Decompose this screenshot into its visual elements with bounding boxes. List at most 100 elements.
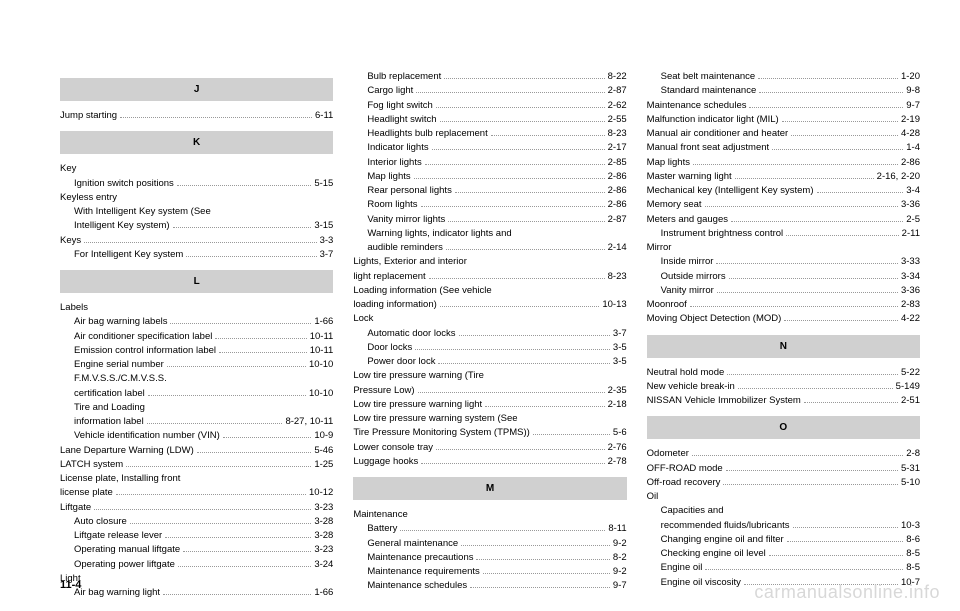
entry-page: 2-18 (608, 398, 627, 412)
index-entry: Memory seat3-36 (647, 198, 920, 212)
entry-label: Headlights bulb replacement (367, 127, 487, 141)
index-entry: Air conditioner specification label10-11 (60, 330, 333, 344)
entry-label: Lock (353, 312, 373, 326)
entry-page: 2-55 (608, 113, 627, 127)
index-entry: F.M.V.S.S./C.M.V.S.S. (60, 372, 333, 386)
leader-dots (418, 385, 605, 393)
entry-label: Low tire pressure warning system (See (353, 412, 517, 426)
leader-dots (470, 581, 610, 589)
entry-page: 2-16, 2-20 (877, 170, 920, 184)
entry-label: LATCH system (60, 458, 123, 472)
index-entry: Automatic door locks3-7 (353, 327, 626, 341)
entry-label: Automatic door locks (367, 327, 455, 341)
entry-label: Manual air conditioner and heater (647, 127, 789, 141)
index-entry: license plate10-12 (60, 486, 333, 500)
index-entry: Keyless entry (60, 191, 333, 205)
entry-page: 5-10 (901, 476, 920, 490)
entry-page: 9-7 (613, 579, 627, 593)
entry-page: 2-51 (901, 394, 920, 408)
leader-dots (723, 477, 898, 485)
entry-page: 3-23 (314, 543, 333, 557)
entry-page: 2-19 (901, 113, 920, 127)
leader-dots (791, 128, 898, 136)
leader-dots (804, 395, 898, 403)
entry-label: Memory seat (647, 198, 702, 212)
index-columns: JJump starting6-11KKeyIgnition switch po… (60, 70, 920, 570)
leader-dots (444, 71, 604, 79)
entry-page: 3-36 (901, 284, 920, 298)
entry-label: Key (60, 162, 76, 176)
entry-label: Headlight switch (367, 113, 436, 127)
index-entry: Map lights2-86 (353, 170, 626, 184)
entry-label: Vanity mirror (661, 284, 714, 298)
index-entry: Meters and gauges2-5 (647, 213, 920, 227)
entry-label: Inside mirror (661, 255, 714, 269)
index-entry: Checking engine oil level8-5 (647, 547, 920, 561)
leader-dots (165, 530, 311, 538)
index-entry: Liftgate3-23 (60, 501, 333, 515)
leader-dots (436, 442, 605, 450)
index-entry: Moonroof2-83 (647, 298, 920, 312)
index-entry: Vehicle identification number (VIN)10-9 (60, 429, 333, 443)
entry-page: 10-12 (309, 486, 333, 500)
entry-page: 10-9 (314, 429, 333, 443)
leader-dots (461, 538, 610, 546)
watermark: carmanualsonline.info (754, 582, 940, 603)
entry-page: 5-31 (901, 462, 920, 476)
entry-label: For Intelligent Key system (74, 248, 183, 262)
leader-dots (425, 157, 605, 165)
index-entry: Rear personal lights2-86 (353, 184, 626, 198)
entry-page: 1-20 (901, 70, 920, 84)
index-entry: Engine serial number10-10 (60, 358, 333, 372)
index-entry: Low tire pressure warning light 2-18 (353, 398, 626, 412)
leader-dots (438, 356, 609, 364)
leader-dots (173, 221, 312, 229)
index-entry: LATCH system1-25 (60, 458, 333, 472)
entry-label: Lights, Exterior and interior (353, 255, 467, 269)
index-entry: Labels (60, 301, 333, 315)
index-entry: Map lights2-86 (647, 156, 920, 170)
entry-page: 2-14 (608, 241, 627, 255)
leader-dots (784, 314, 898, 322)
entry-label: Lower console tray (353, 441, 433, 455)
index-entry: NISSAN Vehicle Immobilizer System2-51 (647, 394, 920, 408)
index-entry: Pressure Low)2-35 (353, 384, 626, 398)
index-entry: Intelligent Key system)3-15 (60, 219, 333, 233)
index-entry: Manual air conditioner and heater4-28 (647, 127, 920, 141)
index-entry: Keys3-3 (60, 234, 333, 248)
index-entry: Low tire pressure warning system (See (353, 412, 626, 426)
entry-page: 9-8 (906, 84, 920, 98)
entry-page: 8-23 (608, 127, 627, 141)
entry-page: 9-2 (613, 537, 627, 551)
entry-label: Malfunction indicator light (MIL) (647, 113, 779, 127)
entry-page: 10-11 (310, 344, 334, 358)
entry-label: Maintenance precautions (367, 551, 473, 565)
index-entry: Air bag warning labels1-66 (60, 315, 333, 329)
entry-label: Neutral hold mode (647, 366, 725, 380)
index-entry: Maintenance requirements9-2 (353, 565, 626, 579)
leader-dots (731, 214, 903, 222)
entry-page: 10-3 (901, 519, 920, 533)
entry-label: Moving Object Detection (MOD) (647, 312, 782, 326)
index-entry: Jump starting6-11 (60, 109, 333, 123)
index-entry: Auto closure3-28 (60, 515, 333, 529)
section-header: J (60, 78, 333, 101)
section-header: L (60, 270, 333, 293)
entry-label: Air bag warning light (74, 586, 160, 600)
entry-label: Map lights (367, 170, 410, 184)
entry-page: 8-22 (608, 70, 627, 84)
leader-dots (116, 488, 306, 496)
entry-label: Tire and Loading (74, 401, 145, 415)
entry-label: Outside mirrors (661, 270, 726, 284)
entry-label: Low tire pressure warning light (353, 398, 482, 412)
index-entry: Operating manual liftgate3-23 (60, 543, 333, 557)
index-entry: Moving Object Detection (MOD)4-22 (647, 312, 920, 326)
leader-dots (772, 143, 903, 151)
index-entry: Lower console tray2-76 (353, 441, 626, 455)
index-entry: Neutral hold mode5-22 (647, 366, 920, 380)
index-entry: audible reminders2-14 (353, 241, 626, 255)
entry-label: Odometer (647, 447, 689, 461)
leader-dots (787, 534, 904, 542)
entry-label: Liftgate (60, 501, 91, 515)
entry-page: 2-35 (608, 384, 627, 398)
